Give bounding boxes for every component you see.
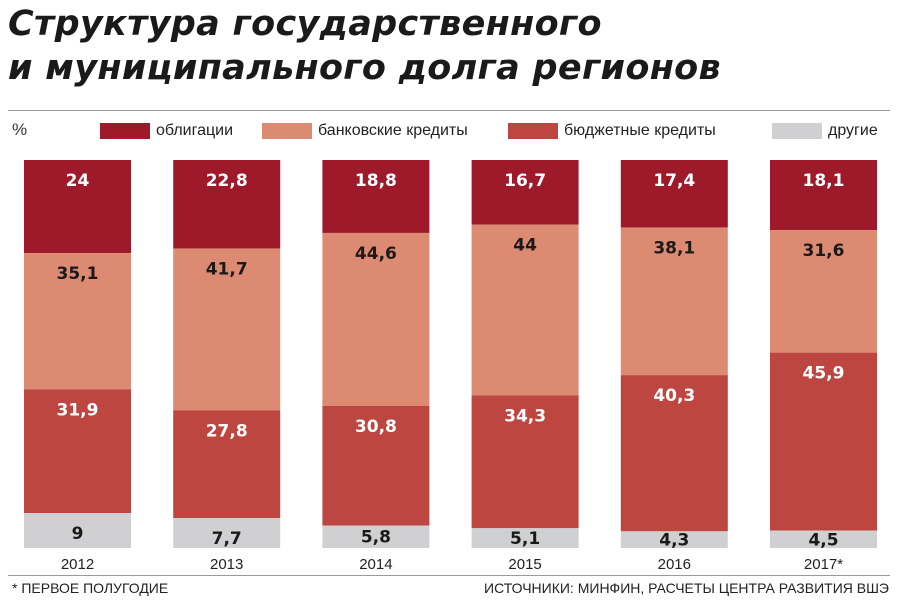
legend-item-bank-credits: банковские кредиты [262, 122, 468, 140]
data-label-bank-credits-2016: 38,1 [653, 238, 695, 258]
source-note: ИСТОЧНИКИ: МИНФИН, РАСЧЕТЫ ЦЕНТРА РАЗВИТ… [484, 580, 889, 596]
bar-segment-other-2015 [471, 528, 579, 548]
data-label-budget-credits-2014: 30,8 [355, 417, 397, 437]
data-label-budget-credits-2017: 45,9 [803, 364, 845, 384]
data-label-bank-credits-2012: 35,1 [57, 264, 99, 284]
data-label-bonds-2015: 16,7 [504, 171, 546, 191]
bar-segment-budget-credits-2015 [471, 395, 579, 529]
data-label-bank-credits-2014: 44,6 [355, 244, 397, 264]
data-label-other-2015: 5,1 [510, 529, 540, 549]
title-divider [8, 110, 890, 111]
bar-segment-budget-credits-2013 [173, 410, 281, 519]
bar-segment-budget-credits-2012 [24, 389, 131, 514]
data-label-bonds-2012: 24 [66, 171, 90, 191]
data-label-budget-credits-2012: 31,9 [57, 400, 99, 420]
data-label-bonds-2014: 18,8 [355, 171, 397, 191]
data-label-bonds-2017: 18,1 [803, 171, 845, 191]
legend-swatch-bonds [100, 123, 150, 139]
chart-title: Структура государственного и муниципальн… [8, 2, 721, 90]
data-label-other-2017: 4,5 [808, 530, 838, 550]
bar-segment-bank-credits-2015 [471, 224, 579, 396]
chart-title-line-2: и муниципального долга регионов [8, 48, 721, 88]
bar-segment-bank-credits-2016 [620, 227, 728, 376]
data-label-budget-credits-2013: 27,8 [206, 421, 248, 441]
x-tick-label-2013: 2013 [210, 556, 243, 573]
data-label-other-2013: 7,7 [212, 529, 242, 549]
legend-item-other: другие [772, 122, 878, 140]
x-tick-label-2014: 2014 [359, 556, 392, 573]
x-tick-label-2015: 2015 [508, 556, 541, 573]
chart-title-line-1: Структура государственного [8, 4, 602, 44]
bar-segment-budget-credits-2016 [620, 375, 728, 532]
data-label-budget-credits-2016: 40,3 [653, 386, 695, 406]
bar-segment-bank-credits-2017 [770, 230, 877, 353]
unit-label: % [12, 120, 28, 139]
bar-segment-bonds-2017 [770, 160, 877, 231]
legend-label-budget-credits: бюджетные кредиты [564, 122, 716, 139]
data-label-budget-credits-2015: 34,3 [504, 406, 546, 426]
data-label-other-2012: 9 [72, 524, 84, 544]
legend-item-bonds: облигации [100, 122, 233, 140]
data-label-other-2016: 4,3 [659, 531, 689, 551]
data-label-bank-credits-2015: 44 [513, 236, 537, 256]
bar-segment-bonds-2016 [620, 160, 728, 228]
bar-segment-other-2014 [322, 525, 430, 548]
bar-segment-other-2013 [173, 518, 281, 548]
bar-segment-bank-credits-2014 [322, 232, 430, 406]
bar-segment-budget-credits-2014 [322, 405, 430, 526]
data-label-bank-credits-2017: 31,6 [803, 241, 845, 261]
bar-segment-other-2017 [770, 530, 877, 548]
x-tick-label-2016: 2016 [658, 556, 691, 573]
bar-segment-budget-credits-2017 [770, 352, 877, 531]
legend-swatch-bank-credits [262, 123, 312, 139]
data-label-bonds-2013: 22,8 [206, 171, 248, 191]
x-tick-label-2017: 2017* [804, 556, 843, 573]
data-label-bank-credits-2013: 41,7 [206, 259, 248, 279]
footnote: * ПЕРВОЕ ПОЛУГОДИЕ [12, 580, 169, 596]
bar-segment-bank-credits-2012 [24, 253, 131, 390]
bar-segment-bonds-2013 [173, 160, 281, 249]
legend-swatch-budget-credits [508, 123, 558, 139]
bar-segment-bonds-2014 [322, 160, 430, 233]
bar-segment-bonds-2015 [471, 160, 579, 225]
bar-segment-bonds-2012 [24, 160, 131, 254]
bar-segment-bank-credits-2013 [173, 248, 281, 411]
legend-label-other: другие [828, 122, 878, 139]
legend-label-bank-credits: банковские кредиты [318, 122, 468, 139]
bar-segment-other-2012 [24, 513, 131, 548]
data-label-other-2014: 5,8 [361, 528, 391, 548]
data-label-bonds-2016: 17,4 [653, 171, 695, 191]
legend-label-bonds: облигации [156, 122, 234, 139]
legend-swatch-other [772, 123, 822, 139]
bar-segment-other-2016 [620, 531, 728, 548]
legend-item-budget-credits: бюджетные кредиты [508, 122, 716, 140]
footer-divider [8, 575, 890, 576]
x-tick-label-2012: 2012 [61, 556, 94, 573]
